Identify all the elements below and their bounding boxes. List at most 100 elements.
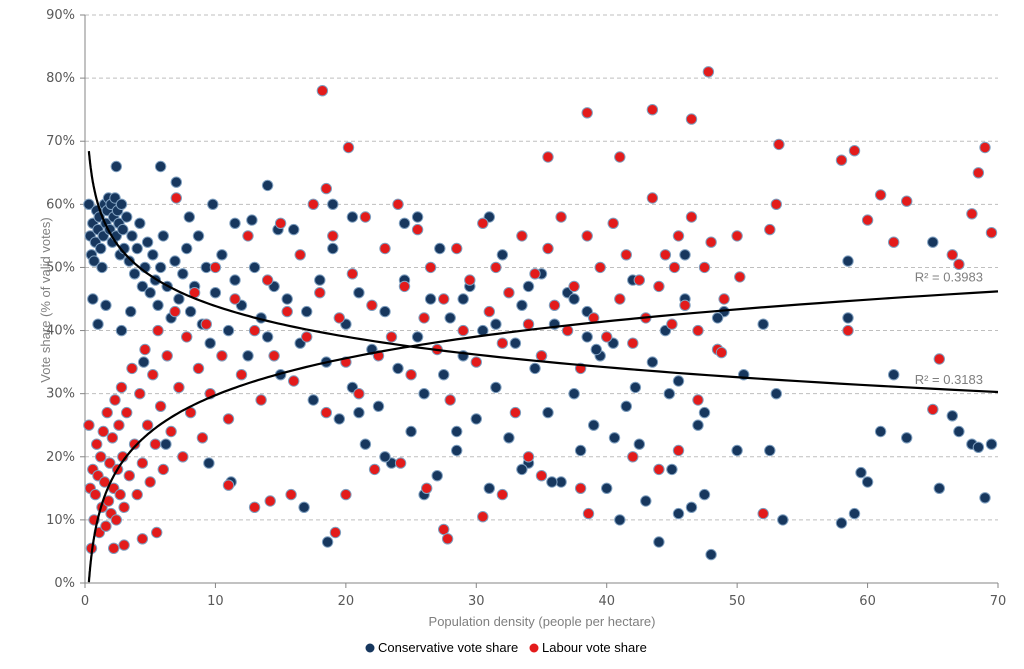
conservative-point-9 (95, 242, 107, 255)
conservative-point-70 (307, 394, 319, 406)
labour-point-6 (91, 438, 103, 450)
conservative-point-156 (985, 438, 998, 450)
labour-point-131 (705, 236, 717, 248)
conservative-point-100 (503, 432, 515, 444)
conservative-point-155 (979, 492, 991, 504)
labour-point-30 (126, 362, 138, 375)
labour-point-35 (139, 343, 151, 356)
labour-point-39 (149, 438, 162, 450)
labour-point-32 (131, 488, 143, 501)
labour-point-127 (679, 299, 691, 311)
conservative-point-154 (972, 441, 985, 453)
labour-point-163 (170, 192, 183, 204)
labour-point-114 (594, 261, 606, 274)
labour-point-123 (653, 280, 665, 293)
conservative-point-45 (169, 255, 181, 267)
labour-point-167 (248, 501, 261, 513)
labour-point-118 (620, 249, 632, 261)
conservative-point-164 (411, 211, 424, 223)
labour-point-99 (496, 337, 509, 349)
conservative-point-4 (88, 255, 100, 267)
conservative-point-49 (184, 305, 197, 318)
conservative-point-189 (183, 211, 196, 223)
conservative-point-85 (405, 425, 417, 438)
conservative-point-26 (117, 223, 129, 236)
conservative-point-129 (692, 419, 704, 431)
labour-point-55 (209, 261, 222, 274)
conservative-point-98 (490, 381, 502, 394)
labour-point-147 (946, 249, 958, 261)
conservative-point-142 (842, 312, 854, 324)
labour-point-158 (702, 66, 715, 78)
conservative-point-190 (207, 198, 219, 211)
conservative-point-28 (121, 211, 133, 223)
labour-point-148 (953, 258, 965, 270)
conservative-point-157 (138, 356, 150, 368)
labour-point-145 (927, 403, 939, 416)
conservative-point-47 (177, 268, 189, 280)
labour-point-90 (438, 293, 450, 305)
y-tick-label-40: 40% (46, 324, 75, 339)
conservative-point-56 (216, 249, 228, 261)
labour-point-34 (136, 457, 149, 469)
conservative-point-66 (281, 293, 293, 305)
conservative-point-188 (87, 293, 99, 305)
labour-point-0 (83, 419, 95, 431)
legend-marker-labour (529, 643, 539, 653)
labour-point-160 (542, 151, 554, 163)
conservative-point-175 (379, 451, 391, 463)
labour-point-186 (734, 271, 746, 283)
conservative-point-161 (170, 176, 183, 188)
conservative-point-31 (128, 268, 141, 280)
labour-point-71 (314, 287, 326, 299)
labour-point-182 (653, 463, 665, 476)
trendlines: R² = 0.3183 R² = 0.3983 (87, 151, 999, 583)
conservative-point-55 (209, 287, 222, 299)
labour-point-61 (248, 324, 261, 337)
conservative-point-193 (346, 211, 359, 223)
labour-point-115 (601, 331, 613, 343)
conservative-point-34 (136, 280, 149, 293)
labour-point-103 (522, 318, 535, 330)
conservative-point-197 (490, 318, 502, 330)
labour-point-82 (385, 331, 398, 343)
labour-point-64 (268, 350, 280, 362)
labour-point-149 (966, 208, 978, 220)
gridlines (85, 14, 998, 521)
conservative-point-29 (123, 255, 136, 267)
conservative-point-182 (672, 507, 685, 520)
labour-point-117 (614, 293, 626, 305)
conservative-points (83, 160, 998, 561)
y-tick-label-90: 90% (46, 8, 75, 23)
labour-point-161 (614, 151, 626, 163)
conservative-point-173 (321, 536, 334, 548)
labour-point-154 (342, 141, 355, 154)
conservative-point-139 (777, 514, 789, 526)
labour-point-110 (568, 280, 580, 293)
labour-point-140 (848, 145, 861, 157)
labour-point-73 (327, 230, 339, 242)
labour-point-151 (979, 141, 991, 154)
y-axis-ticks: 0% 10% 20% 30% 40% 50% 60% 70% 80% 90% (46, 8, 85, 591)
labour-point-74 (333, 312, 345, 324)
labour-point-136 (764, 223, 776, 236)
labour-point-83 (392, 198, 404, 211)
labour-point-42 (157, 463, 170, 476)
legend-label-labour: Labour vote share (542, 640, 647, 655)
conservative-point-80 (372, 400, 385, 412)
labour-point-63 (261, 274, 274, 286)
labour-point-20 (109, 394, 121, 406)
labour-point-78 (359, 211, 372, 223)
conservative-point-74 (333, 413, 345, 425)
labour-point-133 (718, 293, 730, 305)
conservative-point-130 (698, 488, 711, 501)
y-tick-label-50: 50% (46, 260, 75, 275)
conservative-point-60 (242, 350, 254, 362)
conservative-point-71 (314, 274, 326, 286)
labour-point-58 (229, 293, 241, 305)
labour-point-172 (394, 457, 407, 469)
conservative-point-102 (516, 299, 528, 311)
labour-point-116 (607, 217, 619, 230)
conservative-point-147 (888, 369, 900, 381)
